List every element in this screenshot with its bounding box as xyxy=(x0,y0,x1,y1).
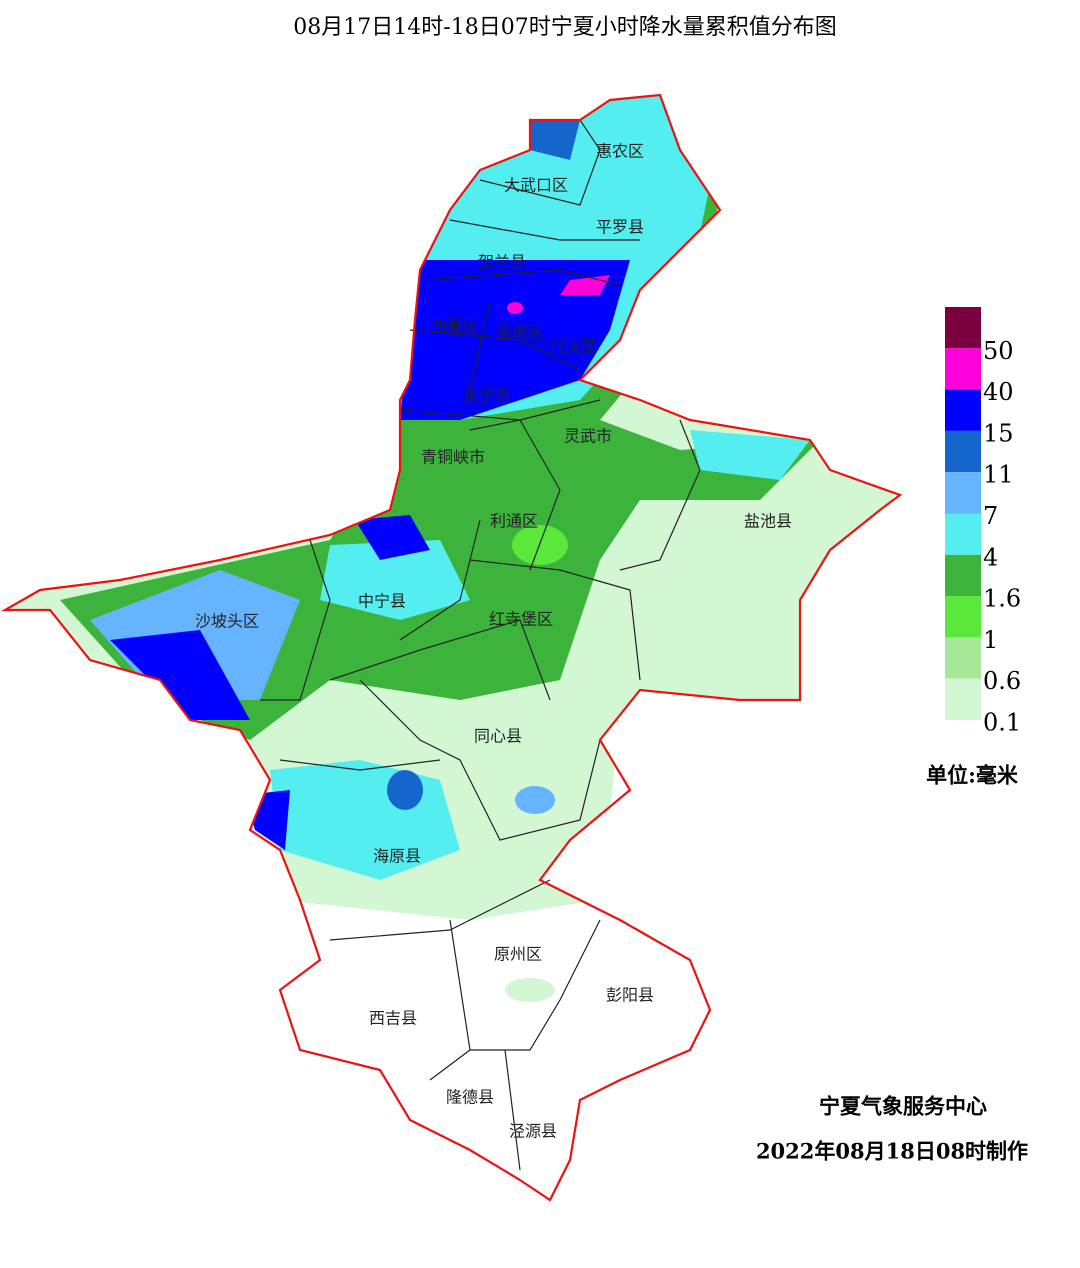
legend: 50 40 15 11 7 4 1.6 1 0.6 0.1 xyxy=(945,307,1021,737)
district-label: 隆德县 xyxy=(446,1088,494,1107)
district-label: 永宁县 xyxy=(463,387,511,406)
agency: 宁夏气象服务中心 xyxy=(819,1094,987,1119)
legend-swatch xyxy=(945,430,981,473)
district-label: 沙坡头区 xyxy=(195,612,259,631)
legend-label: 1.6 xyxy=(983,585,1021,613)
legend-swatch xyxy=(945,637,981,679)
legend-swatch xyxy=(945,472,981,514)
district-label: 贺兰县 xyxy=(478,253,526,272)
district-label: 青铜峡市 xyxy=(421,448,485,467)
legend-swatch xyxy=(945,554,981,597)
title: 08月17日14时-18日07时宁夏小时降水量累积值分布图 xyxy=(293,15,836,40)
legend-swatch xyxy=(945,678,981,720)
district-label: 西吉县 xyxy=(369,1009,417,1028)
legend-unit: 单位:毫米 xyxy=(926,763,1019,788)
legend-label: 0.1 xyxy=(983,709,1021,737)
district-label: 西夏区 xyxy=(431,317,479,336)
district-borders xyxy=(260,119,701,1171)
legend-label: 15 xyxy=(983,419,1014,447)
legend-label: 7 xyxy=(983,502,998,530)
district-label: 海原县 xyxy=(373,847,421,866)
legend-swatch xyxy=(945,513,981,555)
district-label: 平罗县 xyxy=(596,218,644,237)
district-label: 原州区 xyxy=(494,945,542,964)
legend-label: 40 xyxy=(983,378,1014,406)
district-label: 泾源县 xyxy=(509,1122,557,1141)
legend-label: 1 xyxy=(983,626,998,654)
legend-label: 11 xyxy=(983,461,1014,489)
legend-swatch xyxy=(945,348,981,390)
legend-swatch xyxy=(945,307,981,349)
legend-swatch xyxy=(945,389,981,431)
made-time: 2022年08月18日08时制作 xyxy=(756,1139,1028,1164)
district-label: 中宁县 xyxy=(358,592,406,611)
district-label: 红寺堡区 xyxy=(489,610,553,629)
district-label: 惠农区 xyxy=(596,142,644,161)
district-label: 金凤区 xyxy=(496,323,544,342)
district-label: 同心县 xyxy=(474,727,522,746)
legend-swatch xyxy=(945,596,981,638)
legend-label: 50 xyxy=(983,337,1014,365)
district-label: 利通区 xyxy=(490,512,538,531)
district-label: 盐池县 xyxy=(744,512,792,531)
legend-label: 0.6 xyxy=(983,667,1021,695)
district-label: 兴庆区 xyxy=(549,338,597,357)
district-label: 灵武市 xyxy=(564,427,612,446)
district-label: 大武口区 xyxy=(504,176,568,195)
legend-label: 4 xyxy=(983,543,998,571)
district-label: 彭阳县 xyxy=(606,986,654,1005)
